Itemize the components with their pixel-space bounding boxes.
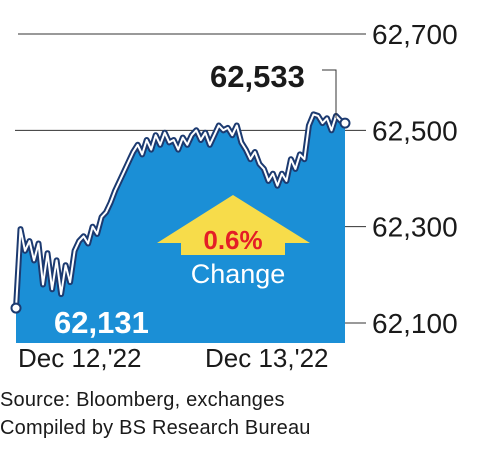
y-axis-ticks: 62,100 62,300 62,500 62,700	[372, 19, 458, 339]
up-arrow-shape	[157, 195, 310, 255]
end-point-marker	[339, 117, 351, 129]
change-callout: 0.6% Change	[157, 195, 310, 289]
x-label-dec-12: Dec 12,'22	[18, 343, 142, 373]
series-line	[15, 113, 346, 309]
change-percent-label: 0.6%	[203, 225, 262, 255]
x-label-dec-13: Dec 13,'22	[205, 343, 329, 373]
compiled-by-line: Compiled by BS Research Bureau	[0, 417, 311, 439]
end-value-leader-line	[322, 69, 337, 119]
y-tick-label: 62,100	[372, 308, 458, 339]
start-value-label: 62,131	[54, 305, 149, 340]
y-tick-label: 62,300	[372, 212, 458, 243]
change-caption: Change	[191, 259, 286, 289]
start-point-marker	[10, 302, 22, 314]
y-tick-label: 62,500	[372, 115, 458, 146]
y-tick-label: 62,700	[372, 19, 458, 50]
end-value-label: 62,533	[210, 59, 305, 94]
source-line: Source: Bloomberg, exchanges	[0, 389, 285, 411]
sensex-chart: 62,100 62,300 62,500 62,700 62,533 62,131 0…	[10, 19, 458, 373]
